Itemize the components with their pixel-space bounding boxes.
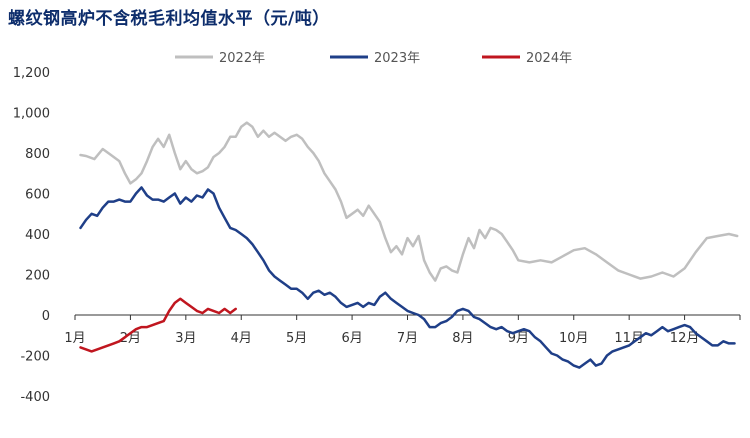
chart-title: 螺纹钢高炉不含税毛利均值水平（元/吨） (8, 9, 330, 29)
x-tick-label: 6月 (341, 331, 362, 346)
legend-label: 2024年 (526, 51, 572, 66)
series-line-2 (79, 186, 736, 369)
legend-label: 2022年 (219, 51, 265, 66)
x-tick-label: 12月 (670, 331, 700, 346)
x-tick-label: 7月 (397, 331, 418, 346)
x-tick-label: 1月 (64, 331, 85, 346)
x-tick-label: 3月 (175, 331, 196, 346)
x-tick-label: 9月 (508, 331, 529, 346)
y-tick-label: 1,200 (13, 66, 50, 81)
series-line-3 (79, 297, 237, 353)
y-tick-label: 600 (25, 188, 50, 203)
x-tick-label: 4月 (231, 331, 252, 346)
series-line-1 (79, 121, 739, 282)
x-tick-label: 8月 (452, 331, 473, 346)
y-tick-label: 0 (42, 309, 50, 324)
y-tick-label: 800 (25, 147, 50, 162)
y-tick-label: 1,000 (13, 107, 50, 122)
y-tick-label: 200 (25, 269, 50, 284)
x-tick-label: 2月 (120, 331, 141, 346)
x-tick-label: 11月 (614, 331, 644, 346)
y-tick-label: -400 (20, 390, 50, 405)
x-tick-label: 5月 (286, 331, 307, 346)
y-tick-label: 400 (25, 228, 50, 243)
x-tick-label: 10月 (559, 331, 589, 346)
y-tick-label: -200 (20, 350, 50, 365)
legend-label: 2023年 (374, 51, 420, 66)
